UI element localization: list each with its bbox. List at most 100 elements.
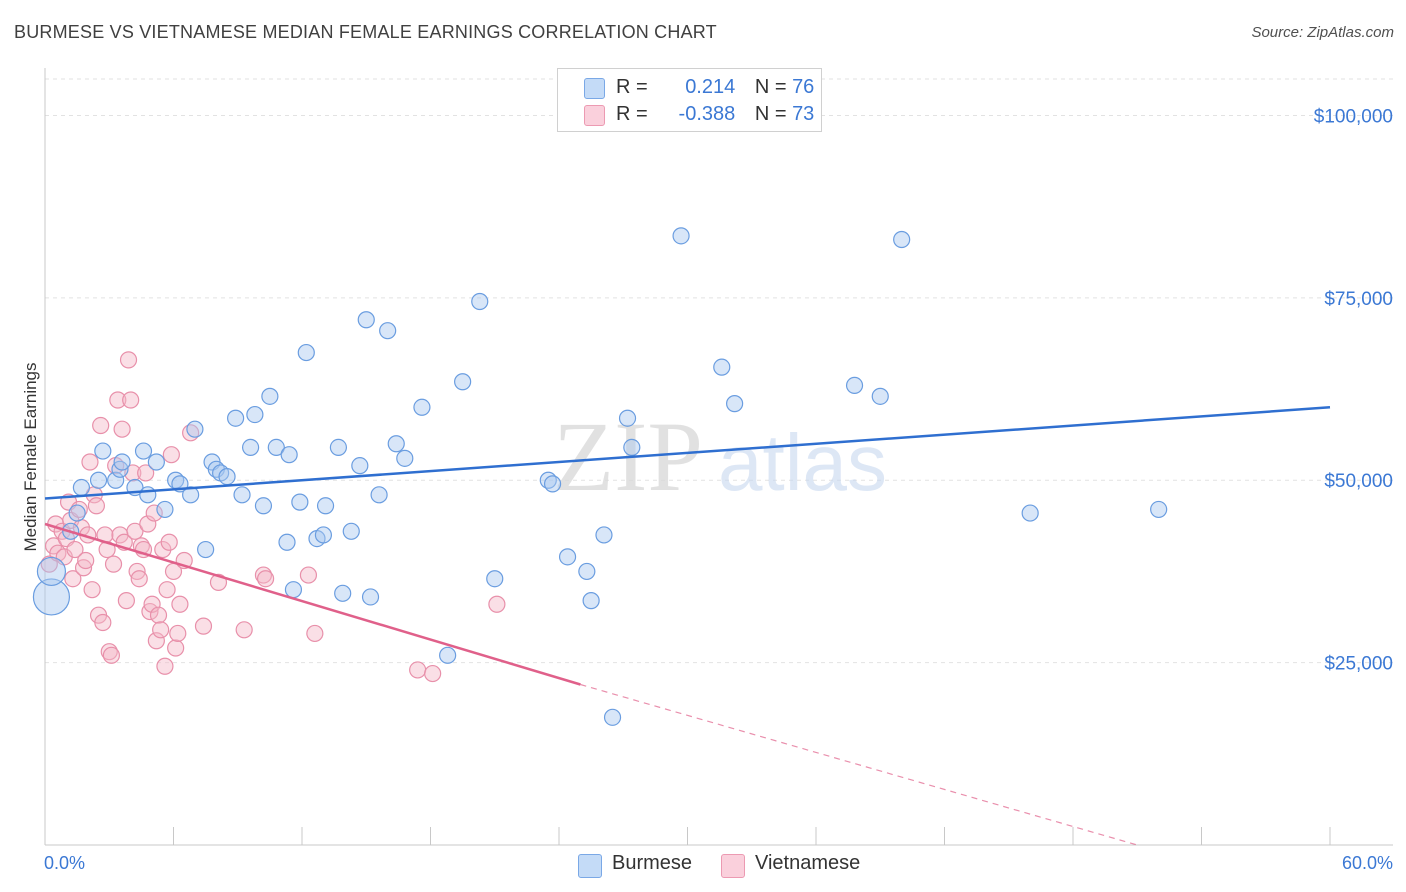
watermark-atlas: atlas — [718, 418, 887, 507]
burmese-point — [139, 486, 157, 504]
vietnamese-point — [83, 581, 101, 599]
legend-n-value: 73 — [792, 103, 815, 125]
burmese-point — [36, 556, 67, 587]
legend-swatch-burmese — [584, 78, 605, 99]
axes — [44, 68, 1393, 846]
legend-n-label: N = — [754, 76, 787, 98]
burmese-point — [280, 446, 298, 464]
vietnamese-point — [109, 391, 127, 409]
vietnamese-point — [92, 416, 110, 435]
burmese-point — [413, 398, 431, 416]
legend-swatch-vietnamese — [584, 105, 605, 126]
burmese-point — [147, 453, 165, 471]
burmese-trend-line — [44, 406, 1331, 500]
burmese-point — [134, 442, 153, 460]
burmese-point — [1021, 504, 1039, 522]
burmese-point — [578, 562, 596, 581]
vietnamese-point — [119, 351, 138, 369]
vietnamese-point — [149, 606, 168, 624]
burmese-point — [107, 471, 125, 489]
vietnamese-point — [152, 621, 170, 639]
vietnamese-point — [87, 497, 106, 515]
burmese-point — [32, 578, 71, 616]
burmese-point — [603, 708, 622, 726]
x-tick-label-max: 60.0% — [1342, 853, 1393, 873]
burmese-point — [254, 497, 273, 515]
y-tick-label: $75,000 — [1324, 289, 1393, 310]
vietnamese-point — [66, 540, 84, 559]
vietnamese-point — [306, 624, 324, 643]
y-tick-label: $100,000 — [1314, 106, 1393, 127]
burmese-points — [32, 227, 1168, 726]
vietnamese-point — [102, 646, 120, 664]
vietnamese-point — [169, 624, 187, 643]
y-tick-labels: $25,000 $50,000 $75,000 $100,000 — [1314, 106, 1393, 674]
vietnamese-point — [409, 661, 427, 679]
stats-legend: R = 0.214 N = 76 R = -0.388 N = 73 — [557, 68, 822, 132]
vietnamese-point — [64, 570, 82, 588]
burmese-point — [186, 420, 204, 438]
legend-n-label: N = — [754, 103, 787, 125]
vietnamese-point — [256, 570, 275, 588]
burmese-point — [713, 358, 731, 376]
burmese-point — [278, 533, 296, 551]
vietnamese-point — [160, 533, 178, 551]
vietnamese-point — [137, 464, 155, 482]
y-tick-label: $25,000 — [1324, 654, 1393, 675]
burmese-point — [94, 442, 112, 460]
burmese-point — [893, 230, 911, 249]
vietnamese-point — [143, 595, 161, 613]
burmese-point — [726, 395, 744, 413]
vietnamese-point — [235, 621, 253, 639]
burmese-point — [595, 526, 613, 544]
burmese-point — [357, 311, 375, 329]
burmese-point — [672, 227, 690, 245]
vietnamese-point — [104, 555, 123, 573]
burmese-point — [182, 486, 200, 504]
burmese-point — [439, 646, 457, 664]
burmese-point — [370, 486, 388, 504]
burmese-point — [618, 409, 637, 427]
burmese-point — [351, 457, 369, 475]
legend-r-value: -0.388 — [678, 103, 736, 125]
legend-n-value: 76 — [792, 76, 815, 98]
legend-r-value: 0.214 — [685, 76, 736, 98]
vietnamese-point — [194, 617, 213, 635]
burmese-point — [156, 500, 174, 519]
vietnamese-point — [130, 570, 148, 588]
burmese-point — [1150, 500, 1168, 519]
burmese-point — [68, 504, 86, 522]
burmese-point — [471, 292, 489, 311]
burmese-point — [227, 409, 245, 427]
vietnamese-point — [147, 632, 165, 650]
burmese-point — [284, 581, 303, 599]
burmese-point — [871, 387, 889, 405]
vietnamese-point — [124, 464, 142, 482]
burmese-point — [72, 478, 91, 497]
y-tick-label: $50,000 — [1324, 471, 1393, 492]
vietnamese-point — [488, 595, 506, 613]
vietnamese-point — [77, 551, 95, 570]
vietnamese-point — [162, 446, 180, 464]
burmese-point — [361, 588, 380, 606]
burmese-point — [486, 570, 504, 588]
bottom-legend-swatch-vietnamese — [721, 854, 745, 878]
vietnamese-point — [158, 581, 176, 599]
burmese-point — [334, 584, 352, 602]
vietnamese-point — [139, 515, 157, 533]
burmese-point — [454, 373, 472, 391]
burmese-point — [246, 405, 264, 424]
vietnamese-point — [156, 657, 174, 675]
burmese-point — [291, 493, 309, 511]
legend-r-label: R = — [616, 103, 648, 125]
burmese-point — [543, 475, 562, 493]
burmese-point — [316, 497, 335, 515]
burmese-point — [387, 435, 405, 453]
bottom-legend-swatch-burmese — [578, 854, 602, 878]
vietnamese-point — [171, 595, 189, 613]
vietnamese-point — [424, 664, 442, 683]
burmese-point — [267, 438, 285, 457]
vietnamese-trend-extension — [580, 683, 1138, 846]
burmese-point — [113, 453, 131, 471]
burmese-point — [242, 438, 260, 457]
